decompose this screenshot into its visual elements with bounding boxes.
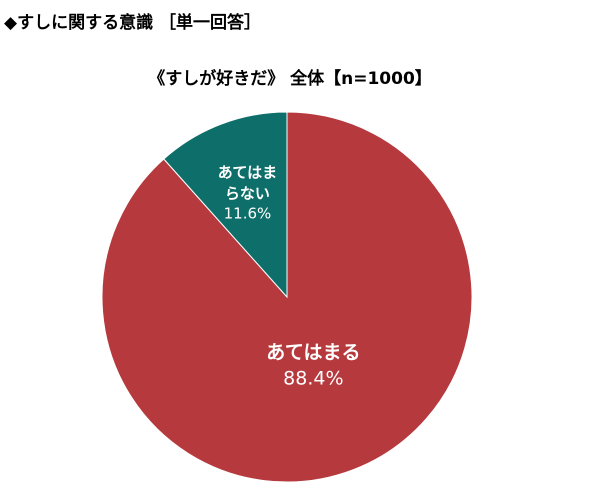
chart-subtitle: 《すしが好きだ》 全体【n=1000】 — [148, 69, 432, 89]
value-label: 88.4% — [283, 367, 344, 390]
slice-label: あてはまらない 11.6% — [213, 163, 281, 224]
category-label: あてはまらない — [217, 163, 278, 203]
pie-slice — [163, 111, 288, 299]
pie-slice — [101, 111, 473, 483]
category-label: あてはまる — [266, 341, 361, 364]
slice-label: あてはまる 88.4% — [243, 340, 383, 391]
chart-title: ◆すしに関する意識 ［単一回答］ — [4, 13, 261, 33]
value-label: 11.6% — [223, 204, 272, 223]
